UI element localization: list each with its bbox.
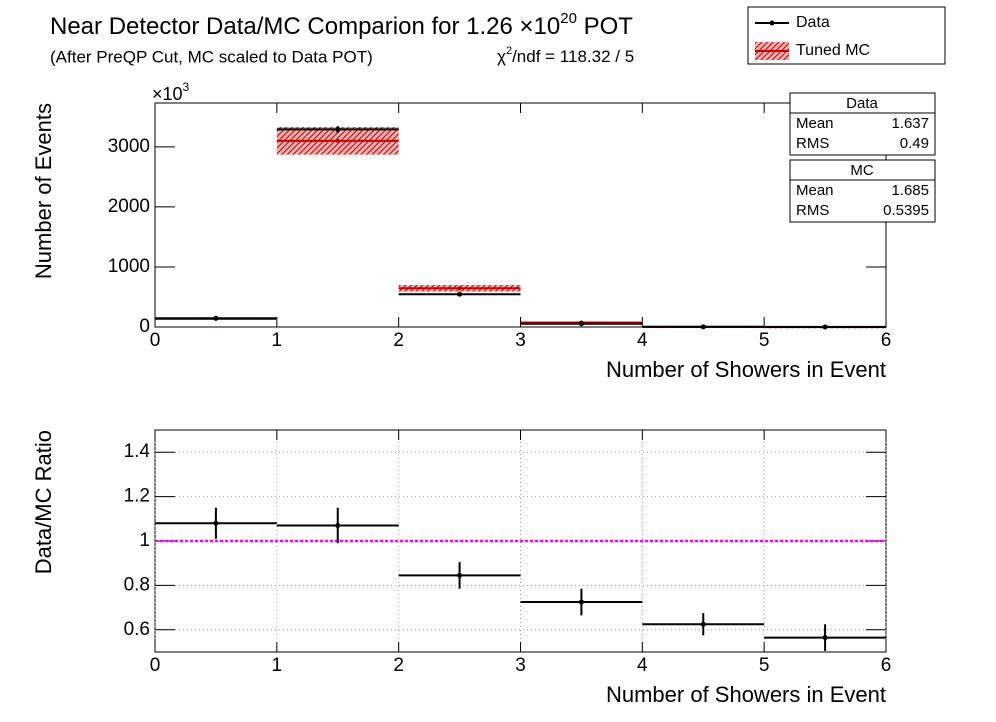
chi2: χ2/ndf = 118.32 / 5 — [497, 45, 634, 67]
stats-value: 0.5395 — [883, 202, 929, 219]
data-point — [700, 324, 706, 330]
mc-point — [457, 286, 462, 291]
x-tick-label: 0 — [150, 330, 161, 351]
legend-label: Data — [796, 14, 830, 31]
y-tick-label: 1.2 — [124, 486, 150, 507]
y-tick-label: 0.6 — [124, 619, 150, 640]
x-tick-label: 0 — [150, 655, 161, 676]
stats-box — [789, 159, 936, 223]
y-tick-label: 1000 — [108, 256, 150, 277]
x-tick-label: 5 — [759, 655, 770, 676]
stats-value: 1.685 — [891, 182, 929, 199]
stats-title: Data — [846, 95, 878, 112]
legend-label: Tuned MC — [796, 42, 870, 59]
title-part: POT — [577, 13, 633, 40]
stats-key: RMS — [796, 135, 829, 152]
y-axis-title: Data/MC Ratio — [31, 430, 56, 574]
data-point — [335, 522, 341, 528]
stats-key: Mean — [796, 115, 834, 132]
data-point — [335, 126, 341, 132]
mc-point — [335, 138, 340, 143]
data-point — [700, 621, 706, 627]
y-axis-title: Number of Events — [31, 103, 56, 279]
x-tick-label: 4 — [637, 330, 648, 351]
data-point — [578, 321, 584, 327]
stats-key: Mean — [796, 182, 834, 199]
chi2-part: χ — [497, 47, 506, 66]
y-tick-label: 0 — [139, 316, 150, 337]
legend: Data Tuned MC — [747, 6, 946, 65]
x-tick-label: 6 — [881, 330, 892, 351]
stats-key: RMS — [796, 202, 829, 219]
y-tick-label: 3000 — [108, 136, 150, 157]
data-point — [457, 291, 463, 297]
x-tick-label: 2 — [393, 330, 404, 351]
data-point — [457, 572, 463, 578]
data-point — [822, 635, 828, 641]
x-axis-title: Number of Showers in Event — [606, 682, 886, 707]
x-tick-label: 1 — [272, 655, 283, 676]
x-axis-title: Number of Showers in Event — [606, 357, 886, 382]
y-multiplier: ×103 — [152, 80, 190, 104]
x-tick-label: 2 — [393, 655, 404, 676]
stats-box — [789, 92, 936, 156]
mult-part: ×10 — [152, 84, 183, 104]
x-tick-label: 5 — [759, 330, 770, 351]
data-point — [213, 520, 219, 526]
x-tick-label: 3 — [515, 655, 526, 676]
chi2-part: /ndf = 118.32 / 5 — [512, 47, 634, 66]
stats-value: 0.49 — [900, 135, 929, 152]
subtitle: (After PreQP Cut, MC scaled to Data POT) — [50, 47, 373, 66]
mult-sup: 3 — [183, 80, 190, 94]
title-sup: 20 — [560, 10, 577, 27]
chart-title: Near Detector Data/MC Comparion for 1.26… — [50, 10, 633, 40]
x-tick-label: 1 — [272, 330, 283, 351]
stats-value: 1.637 — [891, 115, 929, 132]
x-tick-label: 4 — [637, 655, 648, 676]
y-tick-label: 1.4 — [124, 441, 151, 462]
data-point — [578, 599, 584, 605]
title-part: Near Detector Data/MC Comparion for 1.26… — [50, 13, 560, 40]
x-tick-label: 6 — [881, 655, 892, 676]
y-tick-label: 1 — [139, 530, 150, 551]
y-tick-label: 2000 — [108, 196, 150, 217]
x-tick-label: 3 — [515, 330, 526, 351]
data-point — [822, 324, 828, 330]
chi2-sup: 2 — [506, 45, 512, 57]
y-tick-label: 0.8 — [124, 574, 150, 595]
legend-marker — [769, 20, 775, 26]
stats-title: MC — [850, 162, 873, 179]
data-point — [213, 315, 219, 321]
